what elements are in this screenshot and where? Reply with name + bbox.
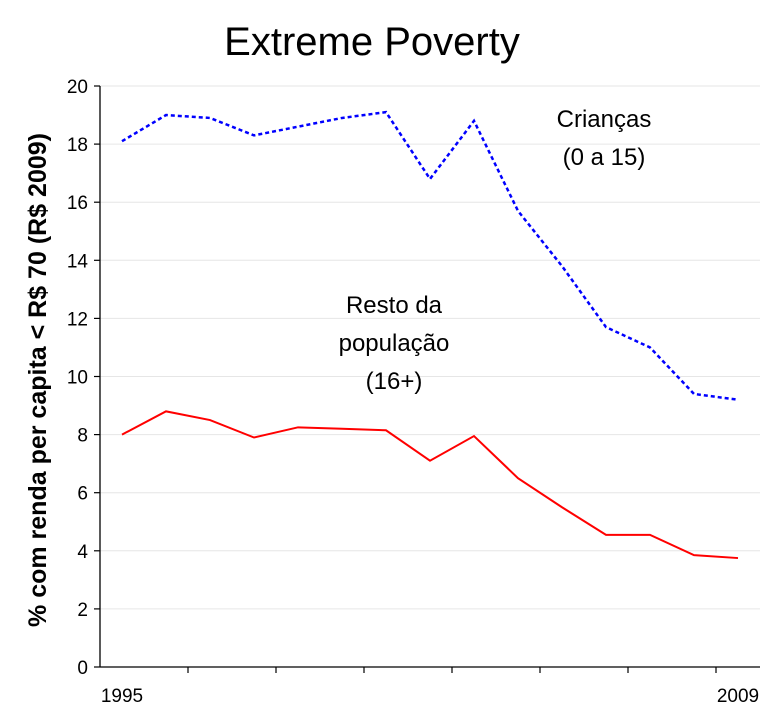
series-line-criancas — [121, 110, 739, 401]
y-tick-label-4: 4 — [77, 542, 88, 563]
series-label-resto-populacao-line-1: população — [339, 330, 450, 357]
series-label-resto-populacao-line-2: (16+) — [366, 368, 423, 395]
y-tick-label-0: 0 — [77, 658, 88, 679]
y-tick-label-10: 10 — [67, 368, 88, 389]
series-label-resto-populacao-line-0: Resto da — [346, 292, 443, 319]
y-tick-label-6: 6 — [77, 484, 88, 505]
x-ticks: 1995 2009 — [101, 667, 759, 707]
y-tick-label-12: 12 — [67, 309, 88, 330]
y-ticks: 0 2 4 6 8 10 12 14 16 18 20 — [67, 77, 100, 679]
y-tick-label-16: 16 — [67, 193, 88, 214]
x-tick-label-1995: 1995 — [101, 686, 143, 707]
gridlines — [100, 85, 760, 610]
y-tick-label-20: 20 — [67, 77, 88, 98]
series-line-resto-populacao — [121, 410, 739, 560]
y-tick-label-8: 8 — [77, 426, 88, 447]
y-tick-label-18: 18 — [67, 135, 88, 156]
y-tick-label-14: 14 — [67, 251, 89, 272]
series-lines — [121, 110, 739, 560]
x-tick-label-2009: 2009 — [717, 686, 759, 707]
series-label-criancas-line-0: Crianças — [557, 106, 652, 133]
series-labels: Crianças (0 a 15) Resto da população (16+) — [339, 106, 652, 395]
series-label-criancas-line-1: (0 a 15) — [563, 144, 646, 171]
chart-title: Extreme Poverty — [224, 20, 520, 64]
y-tick-label-2: 2 — [77, 600, 88, 621]
y-axis-label: % com renda per capita < R$ 70 (R$ 2009) — [24, 133, 52, 627]
